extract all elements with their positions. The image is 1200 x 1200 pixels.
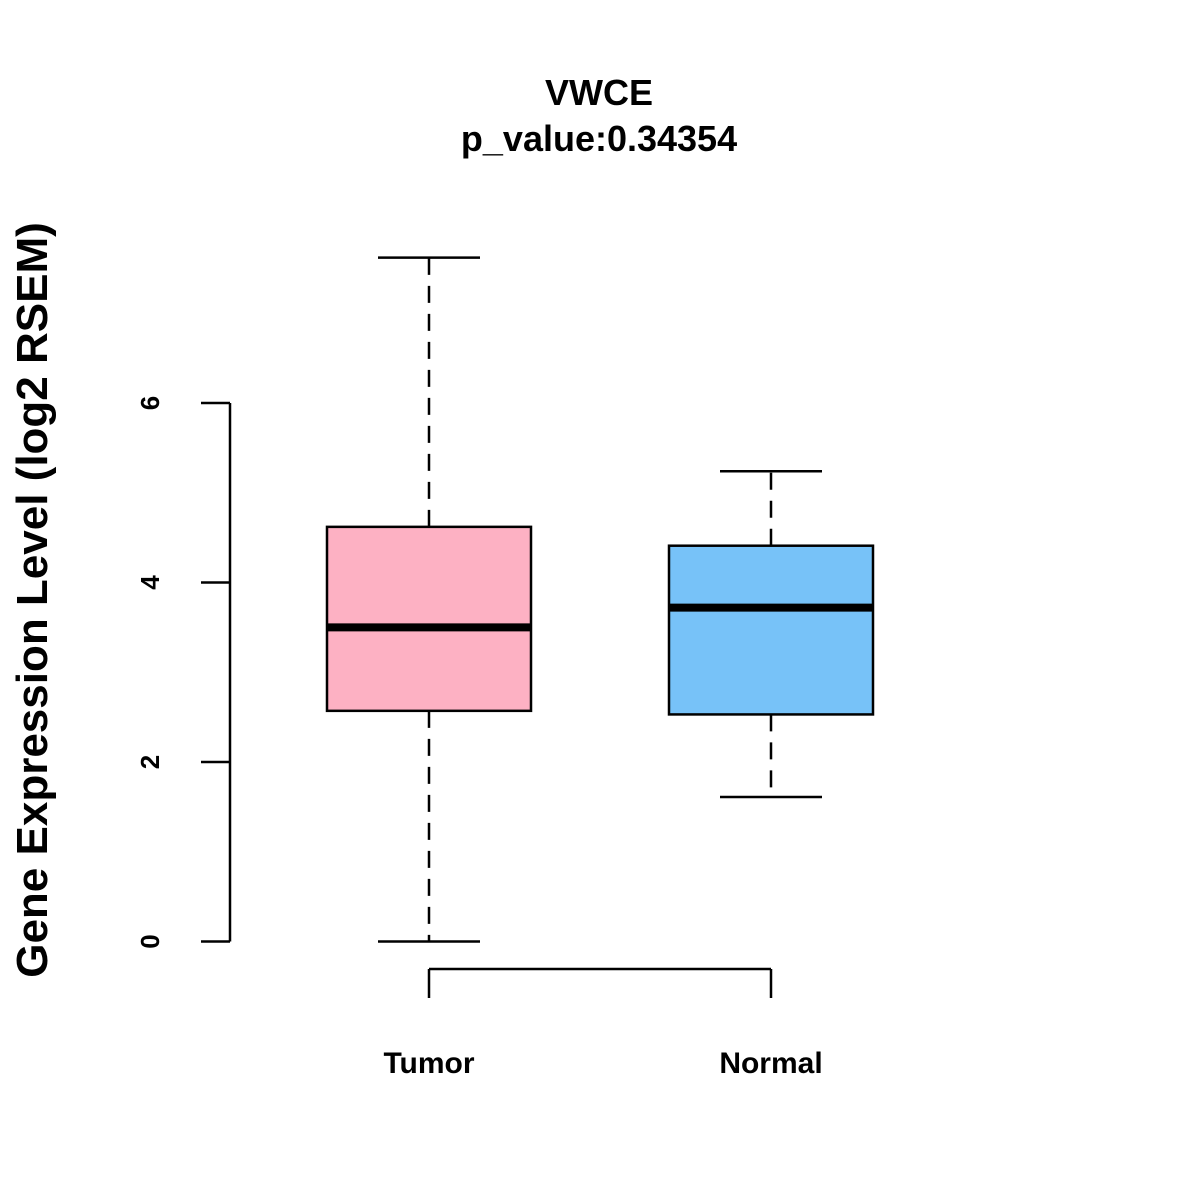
y-tick-label: 6: [135, 396, 165, 410]
box-normal: [667, 469, 875, 799]
y-axis-label: Gene Expression Level (log2 RSEM): [8, 222, 57, 978]
y-axis: 0 2 4 6: [135, 396, 232, 949]
x-axis: Tumor Normal: [383, 967, 823, 1080]
y-tick-label: 4: [135, 575, 165, 590]
chart-subtitle: p_value:0.34354: [461, 118, 737, 159]
chart-title: VWCE: [545, 72, 653, 113]
x-tick-label: Tumor: [383, 1047, 474, 1080]
y-tick-label: 0: [135, 934, 165, 948]
iqr-box: [667, 544, 875, 716]
x-tick-label: Normal: [719, 1047, 822, 1080]
box-tumor: [325, 256, 533, 943]
boxes: [325, 256, 875, 943]
iqr-box: [325, 525, 533, 713]
y-tick-label: 2: [135, 755, 165, 769]
